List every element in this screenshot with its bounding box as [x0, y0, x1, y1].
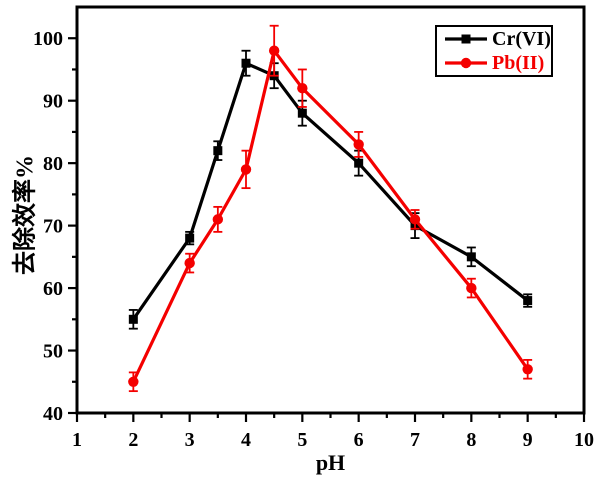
- x-tick-label: 9: [523, 429, 533, 451]
- x-tick-label: 5: [297, 429, 307, 451]
- axis-ticks: [68, 37, 586, 422]
- legend-swatch-crvi-square-icon: [445, 34, 487, 44]
- series-pbii: [128, 24, 533, 393]
- data-point-marker: [354, 158, 364, 168]
- data-point-marker: [185, 233, 195, 243]
- data-point-marker: [409, 214, 421, 225]
- x-tick-label: 3: [185, 429, 195, 451]
- x-tick-label: 7: [410, 429, 420, 451]
- legend-swatch-pbii-circle-icon: [445, 58, 487, 69]
- legend-item-crvi: Cr(VI): [437, 27, 551, 51]
- data-point-marker: [241, 58, 251, 68]
- x-axis-title: pH: [315, 450, 346, 475]
- data-point-marker: [522, 364, 533, 375]
- data-point-marker: [466, 282, 477, 294]
- x-tick-labels: 1 2 3 4 5 6 7 8 9 10: [72, 429, 594, 451]
- y-tick-label: 60: [43, 278, 63, 300]
- x-tick-label: 10: [574, 429, 594, 451]
- legend-label-pbii: Pb(II): [492, 52, 545, 75]
- legend-label-crvi: Cr(VI): [492, 27, 551, 50]
- data-point-marker: [240, 164, 252, 175]
- x-tick-label: 6: [354, 429, 364, 451]
- x-tick-label: 1: [72, 429, 82, 451]
- y-tick-label: 40: [43, 403, 63, 425]
- legend: Cr(VI) Pb(II): [435, 25, 553, 77]
- y-tick-label: 50: [43, 341, 63, 363]
- data-point-marker: [466, 252, 476, 262]
- x-tick-label: 8: [466, 429, 476, 451]
- data-point-marker: [128, 314, 138, 324]
- legend-item-pbii: Pb(II): [437, 52, 551, 76]
- x-tick-label: 4: [241, 429, 251, 451]
- data-point-marker: [184, 257, 195, 269]
- y-tick-label: 90: [43, 91, 63, 113]
- data-point-marker: [212, 214, 224, 225]
- data-point-marker: [213, 146, 223, 156]
- y-tick-labels: 40 50 60 70 80 90 100: [33, 28, 63, 425]
- y-axis-title: 去除效率%: [12, 155, 39, 275]
- data-point-marker: [523, 296, 533, 306]
- x-tick-label: 2: [128, 429, 138, 451]
- data-point-marker: [128, 376, 139, 387]
- y-tick-label: 70: [43, 216, 63, 238]
- data-point-marker: [297, 83, 308, 94]
- data-point-marker: [268, 45, 280, 56]
- data-point-marker: [353, 139, 364, 150]
- data-point-marker: [297, 108, 307, 118]
- y-tick-label: 80: [43, 153, 63, 175]
- y-tick-label: 100: [33, 28, 63, 50]
